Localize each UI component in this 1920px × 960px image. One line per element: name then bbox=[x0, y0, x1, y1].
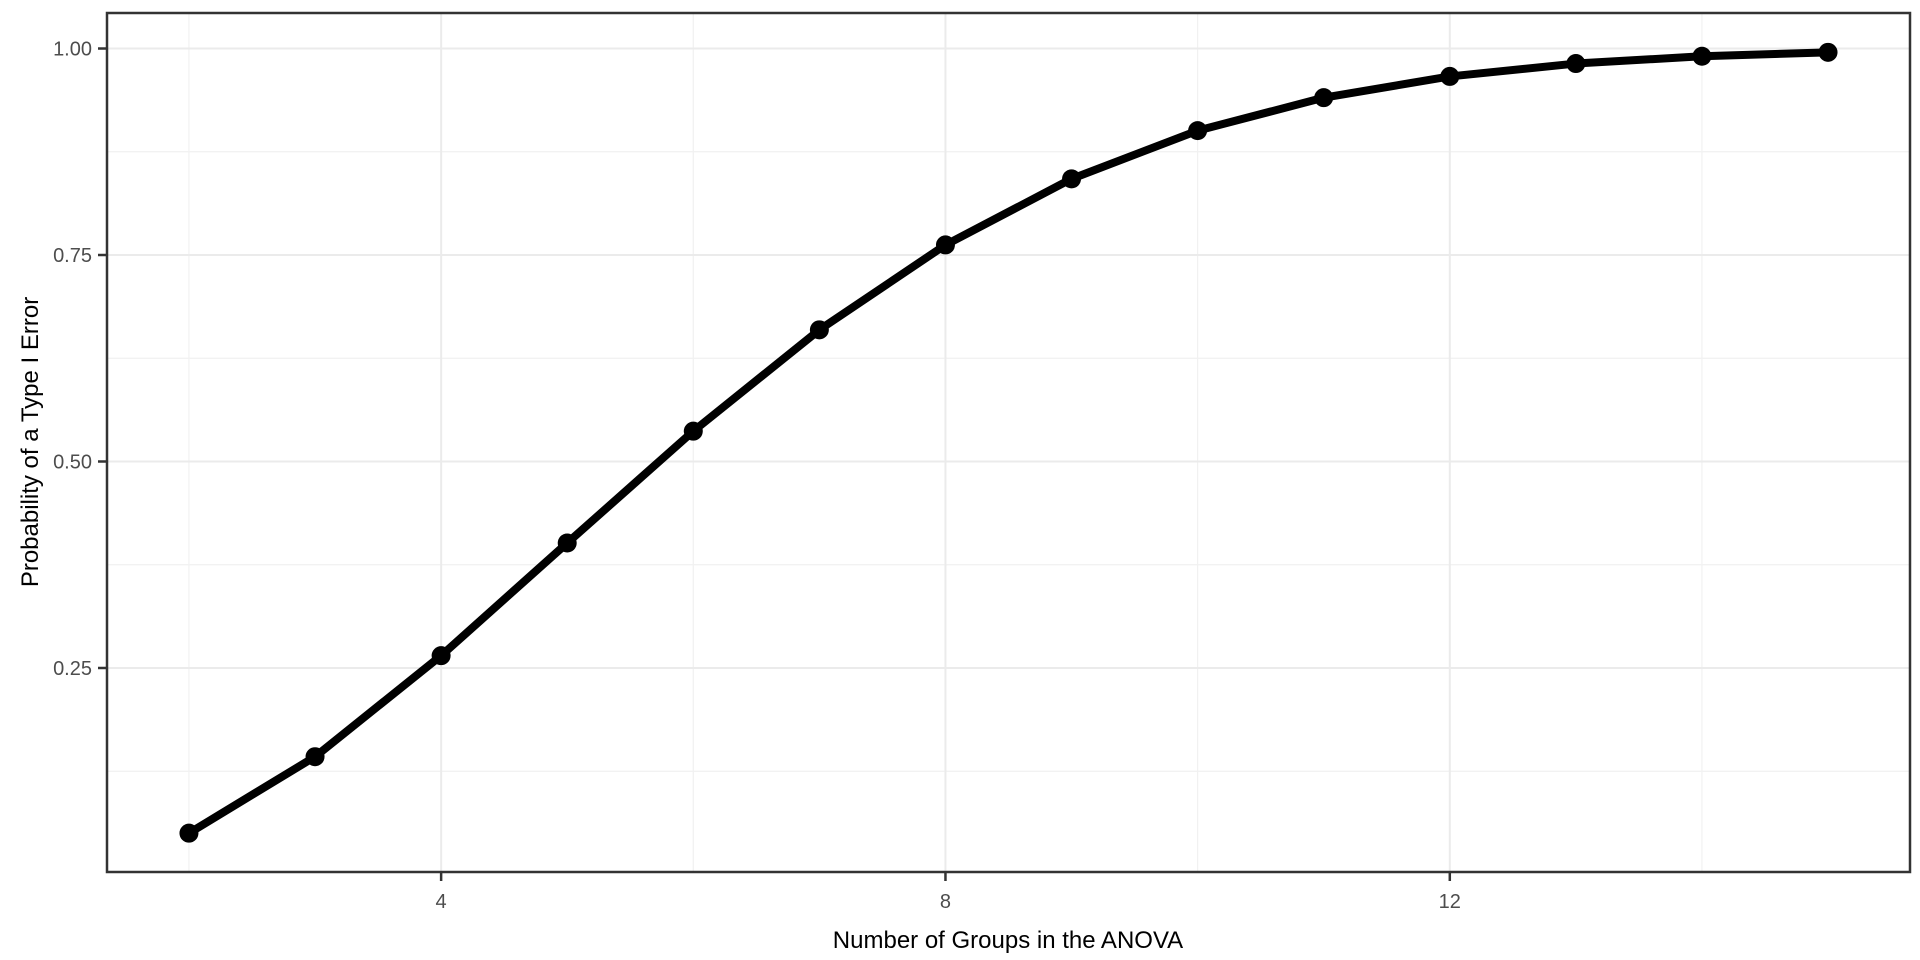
panel-border bbox=[105, 11, 1912, 874]
data-point bbox=[557, 533, 577, 553]
data-point bbox=[179, 823, 199, 843]
data-point bbox=[1440, 66, 1460, 86]
x-axis-title: Number of Groups in the ANOVA bbox=[833, 927, 1183, 954]
series-layer bbox=[179, 42, 1838, 843]
data-point bbox=[1692, 46, 1712, 66]
y-tick-label: 1.00 bbox=[53, 39, 92, 61]
data-point bbox=[935, 235, 955, 255]
x-tick-label: 8 bbox=[940, 891, 951, 913]
grid-layer bbox=[107, 13, 1910, 872]
data-point bbox=[1818, 42, 1838, 62]
data-point bbox=[1566, 54, 1586, 74]
data-point bbox=[1062, 169, 1082, 189]
data-point bbox=[305, 747, 325, 767]
data-point bbox=[809, 320, 829, 340]
y-axis-title: Probability of a Type I Error bbox=[17, 297, 44, 587]
data-point bbox=[431, 646, 451, 666]
x-tick-label: 12 bbox=[1439, 891, 1461, 913]
x-tick-label: 4 bbox=[436, 891, 447, 913]
y-tick-label: 0.50 bbox=[53, 451, 92, 473]
data-line bbox=[186, 48, 1829, 837]
axis-ticks-layer: 4 8 12 0.25 0.50 0.75 1.00 bbox=[53, 39, 1461, 913]
data-point bbox=[1314, 88, 1334, 108]
data-point bbox=[1188, 121, 1208, 141]
data-point bbox=[683, 421, 703, 441]
panel-frame-layer bbox=[105, 11, 1912, 874]
y-tick-label: 0.25 bbox=[53, 658, 92, 680]
y-tick-label: 0.75 bbox=[53, 245, 92, 267]
